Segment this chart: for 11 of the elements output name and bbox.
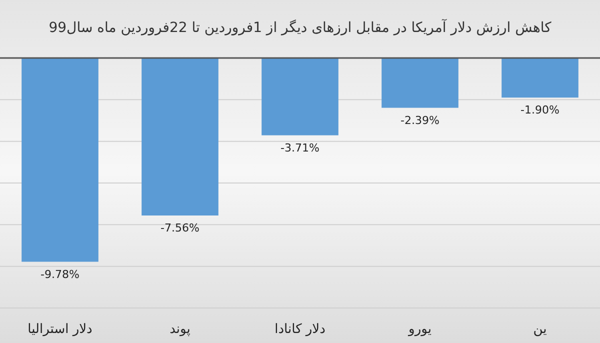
x-tick-label: یورو	[408, 322, 432, 337]
data-label: -9.78%	[40, 268, 80, 281]
x-tick-label: دلار استرالیا	[28, 322, 93, 337]
x-tick-label: دلار کانادا	[274, 322, 326, 337]
data-label: -1.90%	[520, 104, 560, 117]
data-label: -7.56%	[160, 222, 200, 234]
data-label: -2.39%	[400, 114, 440, 127]
chart-title: کاهش ارزش دلار آمریکا در مقابل ارزهای دیگر از 1فروردین تا 22فروردین ماه سال99	[48, 18, 552, 36]
x-tick-label: ین	[533, 322, 548, 337]
x-tick-label: پوند	[170, 322, 191, 337]
data-label: -3.71%	[280, 141, 320, 154]
